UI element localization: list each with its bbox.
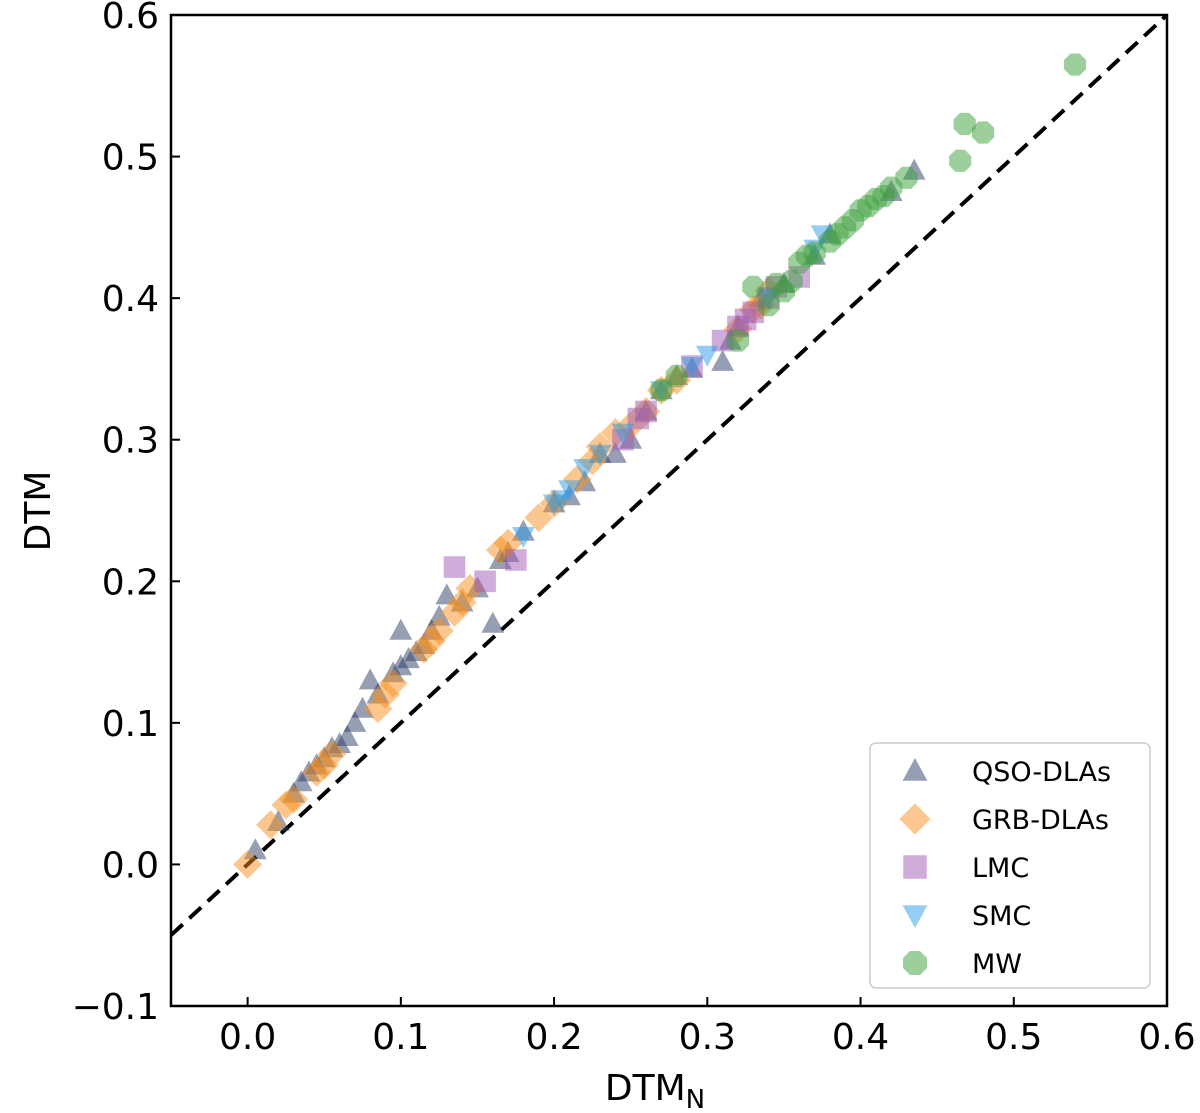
data-point <box>358 668 382 690</box>
legend-marker <box>903 855 927 879</box>
plot-frame <box>169 13 1169 1008</box>
data-point <box>650 379 673 402</box>
data-point <box>695 345 719 367</box>
data-points <box>233 53 1087 879</box>
x-tick-label: 0.6 <box>1138 1017 1195 1058</box>
data-point <box>1064 53 1087 76</box>
y-axis-ticks: −0.1 0.0 0.1 0.2 0.3 0.4 0.5 0.6 <box>72 0 180 1028</box>
data-point <box>371 680 400 709</box>
legend-label: GRB-DLAs <box>972 805 1109 836</box>
data-point <box>949 149 972 172</box>
legend-label: QSO-DLAs <box>972 757 1111 788</box>
legend-marker <box>902 758 928 781</box>
data-point <box>343 710 367 732</box>
y-tick-label: 0.5 <box>102 138 159 179</box>
data-point <box>389 618 413 640</box>
legend-label: MW <box>972 949 1022 980</box>
data-point <box>505 549 527 571</box>
legend-marker <box>903 951 927 975</box>
y-tick-label: −0.1 <box>72 987 159 1028</box>
data-point <box>573 459 597 480</box>
x-tick-label: 0.1 <box>372 1017 429 1058</box>
data-point <box>711 349 734 371</box>
y-axis-label: DTM <box>18 471 59 552</box>
data-point <box>440 598 469 627</box>
legend-label: SMC <box>972 901 1031 932</box>
y-tick-label: 0.3 <box>102 421 159 462</box>
data-point <box>256 810 285 840</box>
data-point <box>972 121 995 144</box>
data-point <box>953 112 976 136</box>
x-tick-label: 0.3 <box>679 1017 736 1058</box>
data-point <box>524 503 554 532</box>
data-point <box>424 616 454 646</box>
data-point <box>427 604 451 626</box>
data-point <box>726 329 749 352</box>
x-tick-label: 0.4 <box>832 1017 889 1058</box>
y-tick-label: 0.0 <box>102 845 159 886</box>
x-axis-ticks: 0.0 0.1 0.2 0.3 0.4 0.5 0.6 <box>219 997 1196 1058</box>
data-point <box>665 364 688 388</box>
data-point <box>233 850 262 879</box>
legend-box <box>869 742 1151 989</box>
data-point <box>335 725 359 746</box>
y-tick-label: 0.4 <box>102 279 159 320</box>
data-point <box>481 611 505 633</box>
identity-reference-line <box>171 15 1167 937</box>
data-point <box>611 423 635 445</box>
x-axis-label-subscript: N <box>686 1085 705 1113</box>
data-point <box>680 357 704 379</box>
legend: QSO-DLAs GRB-DLAs LMC SMC MW <box>869 742 1151 989</box>
data-point <box>443 556 466 578</box>
data-point <box>757 294 780 317</box>
legend-marker <box>899 803 931 835</box>
x-axis-label: DTMN <box>605 1068 705 1113</box>
data-point <box>604 441 627 463</box>
legend-label: LMC <box>972 853 1029 884</box>
data-point <box>417 626 446 656</box>
data-point <box>780 270 803 293</box>
data-point <box>378 668 408 698</box>
data-point <box>474 570 496 593</box>
data-point <box>512 527 535 548</box>
legend-marker <box>902 905 928 928</box>
data-point <box>588 444 612 466</box>
x-tick-label: 0.5 <box>985 1017 1042 1058</box>
data-point <box>895 166 918 189</box>
x-tick-label: 0.0 <box>219 1017 276 1058</box>
y-tick-label: 0.2 <box>102 562 159 603</box>
data-point <box>635 400 657 423</box>
data-point <box>317 739 347 769</box>
y-tick-label: 0.6 <box>102 0 159 37</box>
data-point <box>279 784 308 814</box>
x-tick-label: 0.2 <box>525 1017 582 1058</box>
series-mw <box>650 53 1087 402</box>
data-point <box>558 480 581 502</box>
y-tick-label: 0.1 <box>102 704 159 745</box>
data-point <box>742 275 765 298</box>
